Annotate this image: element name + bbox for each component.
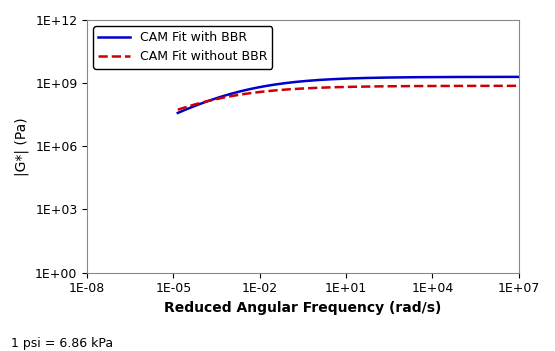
CAM Fit without BBR — [402, 84, 409, 88]
CAM Fit without BBR — [375, 84, 382, 88]
CAM Fit with BBR — [262, 84, 269, 88]
CAM Fit with BBR — [516, 75, 522, 79]
CAM Fit with BBR — [329, 77, 335, 81]
Legend: CAM Fit with BBR, CAM Fit without BBR: CAM Fit with BBR, CAM Fit without BBR — [93, 26, 272, 68]
Text: 1 psi = 6.86 kPa: 1 psi = 6.86 kPa — [11, 338, 113, 351]
CAM Fit without BBR — [431, 84, 438, 88]
Line: CAM Fit with BBR: CAM Fit with BBR — [178, 77, 519, 113]
CAM Fit without BBR — [516, 84, 522, 88]
CAM Fit with BBR — [174, 111, 181, 115]
CAM Fit with BBR — [431, 75, 438, 79]
CAM Fit with BBR — [375, 75, 382, 80]
CAM Fit with BBR — [235, 90, 241, 94]
CAM Fit without BBR — [235, 93, 241, 97]
Line: CAM Fit without BBR: CAM Fit without BBR — [178, 86, 519, 110]
X-axis label: Reduced Angular Frequency (rad/s): Reduced Angular Frequency (rad/s) — [164, 301, 442, 315]
CAM Fit without BBR — [262, 89, 269, 93]
CAM Fit without BBR — [329, 85, 335, 90]
CAM Fit with BBR — [402, 75, 409, 79]
CAM Fit without BBR — [174, 107, 181, 112]
Y-axis label: |G*| (Pa): |G*| (Pa) — [15, 117, 29, 176]
